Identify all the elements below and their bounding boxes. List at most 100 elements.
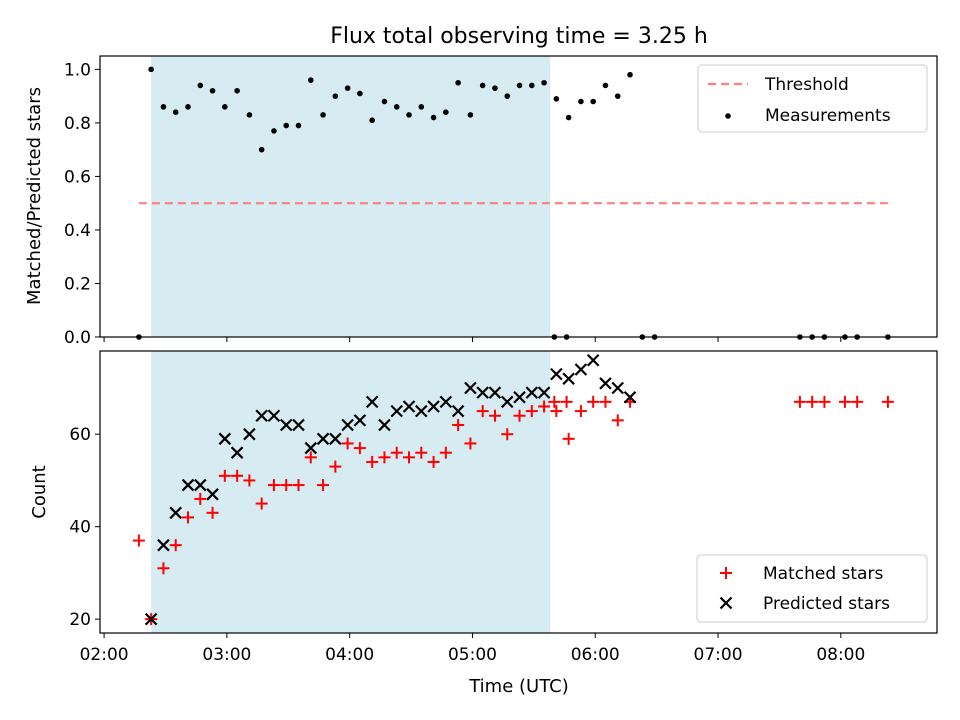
predicted-star-point — [476, 386, 489, 399]
predicted-star-point — [206, 488, 219, 501]
measurement-point — [614, 93, 621, 99]
measurement-point — [369, 117, 375, 124]
x-tick-label: 07:00 — [694, 645, 743, 665]
measurement-point — [504, 93, 511, 99]
matched-star-point — [341, 437, 354, 450]
legend-predicted-swatch — [719, 596, 733, 610]
matched-star-point — [267, 479, 280, 492]
measurement-point — [529, 82, 535, 89]
measurement-point — [430, 114, 437, 121]
predicted-star-point — [390, 404, 404, 418]
matched-star-point — [231, 469, 244, 482]
matched-star-point — [206, 506, 219, 519]
y-tick-label: 0.6 — [64, 167, 91, 187]
matched-star-point — [169, 539, 182, 552]
measurement-point — [185, 104, 191, 110]
matched-star-point — [501, 428, 514, 441]
matched-star-point — [317, 479, 330, 492]
bottom-y-axis-label: Count — [29, 465, 50, 518]
y-tick-label: 0.4 — [64, 221, 91, 241]
y-tick-label: 20 — [69, 610, 91, 630]
matched-star-point — [390, 446, 403, 459]
y-tick-label: 0.2 — [64, 274, 91, 294]
matched-star-point — [464, 437, 477, 450]
legend-matched-label: Matched stars — [763, 564, 883, 584]
measurement-point — [172, 109, 179, 115]
matched-star-point — [194, 492, 207, 505]
predicted-star-point — [439, 395, 453, 409]
predicted-star-point — [316, 432, 330, 446]
matched-star-point — [793, 395, 806, 408]
y-tick-label: 60 — [69, 425, 91, 445]
predicted-star-point — [464, 381, 477, 395]
legend-top-box — [697, 64, 928, 133]
matched-star-point — [550, 405, 563, 418]
measurement-point — [258, 146, 265, 153]
x-tick-label: 06:00 — [571, 645, 620, 665]
predicted-star-point — [255, 409, 268, 422]
matched-star-point — [403, 451, 416, 464]
observing-span — [151, 351, 551, 633]
legend-matched-swatch — [720, 567, 732, 579]
predicted-star-point — [451, 404, 465, 418]
matched-star-point — [611, 414, 624, 427]
predicted-star-point — [513, 390, 526, 404]
measurement-point — [283, 122, 290, 129]
matched-star-point — [488, 409, 501, 422]
predicted-star-point — [353, 414, 367, 427]
predicted-star-point — [599, 377, 612, 390]
predicted-star-point — [267, 409, 281, 422]
predicted-star-point — [488, 386, 502, 399]
matched-star-point — [525, 405, 538, 418]
matched-star-point — [255, 497, 268, 510]
predicted-star-point — [193, 478, 207, 492]
legend-threshold-label: Threshold — [764, 75, 849, 95]
predicted-star-point — [292, 418, 305, 432]
matched-star-point — [818, 395, 831, 408]
matched-star-point — [218, 469, 231, 482]
measurement-point — [197, 82, 204, 89]
top-panel: 0.0 0.2 0.4 0.6 0.8 1.0 — [64, 55, 938, 348]
matched-star-point — [806, 395, 819, 408]
x-tick-label: 03:00 — [202, 645, 251, 665]
predicted-star-point — [537, 386, 551, 399]
measurement-point — [295, 122, 302, 129]
measurement-point — [553, 96, 560, 102]
y-tick-label: 0.8 — [64, 114, 91, 134]
matched-star-point — [427, 455, 440, 468]
chart-title: Flux total observing time = 3.25 h — [330, 24, 708, 49]
predicted-star-point — [230, 446, 244, 459]
predicted-star-point — [279, 418, 293, 432]
matched-star-point — [476, 405, 489, 418]
predicted-star-point — [586, 353, 600, 367]
matched-star-point — [538, 400, 551, 413]
bottom-panel: 20 40 60 02:00 03:00 04:00 05:00 06:00 07:00 08:0… — [69, 350, 938, 665]
matched-star-point — [562, 432, 575, 445]
top-y-axis-label: Matched/Predicted stars — [24, 87, 45, 305]
top-axes-frame — [99, 55, 938, 338]
measurement-point — [516, 82, 523, 89]
predicted-star-point — [574, 363, 588, 376]
predicted-star-point — [181, 478, 195, 492]
predicted-star-point — [427, 400, 440, 413]
predicted-star-point — [623, 390, 637, 404]
x-axis-label: Time (UTC) — [468, 676, 569, 697]
predicted-star-point — [378, 418, 391, 432]
measurement-point — [393, 104, 400, 110]
legend-bottom-box — [696, 554, 928, 623]
predicted-star-point — [562, 372, 575, 386]
measurement-point — [222, 104, 228, 110]
legend-measurements-label: Measurements — [765, 106, 891, 126]
matched-star-point — [353, 442, 366, 455]
predicted-star-point — [365, 395, 379, 409]
predicted-star-point — [169, 506, 182, 520]
y-tick-label: 40 — [69, 518, 91, 538]
x-tick-label: 02:00 — [80, 645, 129, 665]
predicted-star-point — [402, 400, 416, 413]
matched-star-point — [548, 395, 561, 408]
x-tick-label: 04:00 — [325, 645, 374, 665]
matched-star-point — [599, 395, 612, 408]
matched-star-point — [378, 451, 391, 464]
bottom-axes-frame — [99, 350, 938, 634]
predicted-star-point — [304, 441, 318, 455]
